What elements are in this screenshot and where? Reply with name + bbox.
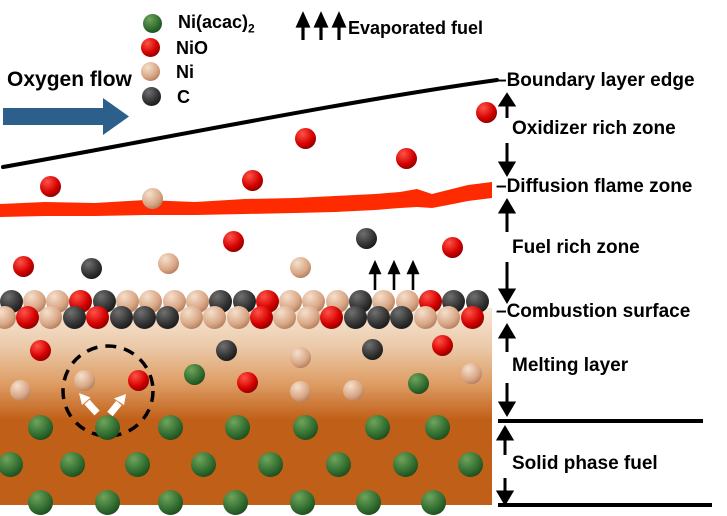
particle-ni_acac [157, 414, 183, 440]
particle-nio [460, 305, 484, 329]
legend-label: Ni(acac)2 [178, 12, 255, 36]
particle-nio [395, 147, 417, 169]
particle-c [109, 305, 133, 329]
legend-item-ni-acac2: Ni(acac)2 [143, 13, 255, 35]
particle-c [80, 257, 102, 279]
particle-c [366, 305, 390, 329]
particle-ni [9, 379, 31, 401]
particle-ni_acac [325, 451, 351, 477]
particle-c [355, 227, 377, 249]
particle-ni_acac [0, 451, 23, 477]
c-dot-icon [142, 87, 161, 106]
solid-phase-fuel-label: Solid phase fuel [512, 453, 658, 474]
particle-ni [289, 346, 311, 368]
particle-c [343, 305, 367, 329]
particle-ni [157, 252, 179, 274]
particle-nio [431, 334, 453, 356]
particle-ni_acac [355, 489, 381, 515]
particle-ni [203, 305, 227, 329]
particle-ni [289, 256, 311, 278]
diffusion-flame-zone-label: –Diffusion flame zone [496, 176, 693, 197]
oxidizer-rich-zone-label: Oxidizer rich zone [512, 118, 676, 139]
particle-ni_acac [289, 489, 315, 515]
legend-label: NiO [176, 37, 209, 58]
particle-ni [413, 305, 437, 329]
particle-ni [73, 369, 95, 391]
particle-ni_acac [257, 451, 283, 477]
particle-ni_acac [364, 414, 390, 440]
particle-nio [39, 175, 61, 197]
particle-nio [249, 305, 273, 329]
particle-ni [141, 187, 163, 209]
fuel-rich-zone-label: Fuel rich zone [512, 237, 640, 258]
particle-ni_acac [392, 451, 418, 477]
particle-nio [441, 236, 463, 258]
particle-nio [475, 101, 497, 123]
particle-ni_acac [59, 451, 85, 477]
oxygen-flow-label: Oxygen flow [7, 68, 132, 91]
particle-c [390, 305, 414, 329]
particle-ni_acac [94, 489, 120, 515]
particle-c [361, 338, 383, 360]
particle-ni_acac [124, 451, 150, 477]
particle-ni_acac [420, 489, 446, 515]
particle-nio [222, 230, 244, 252]
particle-ni_acac [457, 451, 483, 477]
particle-ni [437, 305, 461, 329]
particle-nio [29, 339, 51, 361]
particle-nio [294, 127, 316, 149]
particle-ni [273, 305, 297, 329]
particle-ni [226, 305, 250, 329]
ni-dot-icon [141, 62, 160, 81]
legend-item-ni: Ni [141, 62, 194, 81]
particle-c [215, 339, 237, 361]
nio-dot-icon [141, 38, 160, 57]
melting-layer-label: Melting layer [512, 355, 629, 376]
particle-ni_acac [424, 414, 450, 440]
particle-ni_acac [292, 414, 318, 440]
particle-nio [127, 369, 149, 391]
legend-label: Ni [176, 61, 194, 82]
particle-ni [296, 305, 320, 329]
particle-ni_acac [94, 414, 120, 440]
combustion-surface-label: –Combustion surface [496, 301, 691, 322]
particle-c [156, 305, 180, 329]
particle-ni_acac [157, 489, 183, 515]
particle-ni_acac [222, 489, 248, 515]
legend-label: C [177, 86, 190, 107]
particle-ni [289, 380, 311, 402]
particle-nio [15, 305, 39, 329]
particle-ni [39, 305, 63, 329]
particle-nio [320, 305, 344, 329]
particle-ni_acac [183, 363, 205, 385]
legend-item-c: C [142, 87, 190, 106]
particle-c [62, 305, 86, 329]
particle-ni_acac [407, 372, 429, 394]
particle-nio [86, 305, 110, 329]
particle-nio [236, 371, 258, 393]
particle-nio [12, 255, 34, 277]
particle-nio [241, 169, 263, 191]
particle-ni [179, 305, 203, 329]
particle-ni_acac [224, 414, 250, 440]
particle-ni_acac [27, 414, 53, 440]
evaporated-fuel-label: Evaporated fuel [348, 18, 484, 38]
legend-item-nio: NiO [141, 38, 208, 57]
particle-ni_acac [27, 489, 53, 515]
ni-acac2-dot-icon [143, 14, 162, 34]
particle-ni_acac [190, 451, 216, 477]
particle-ni [0, 305, 16, 329]
boundary-layer-edge-label: –Boundary layer edge [496, 70, 695, 91]
particle-c [132, 305, 156, 329]
particle-ni [460, 362, 482, 384]
particle-ni [342, 379, 364, 401]
